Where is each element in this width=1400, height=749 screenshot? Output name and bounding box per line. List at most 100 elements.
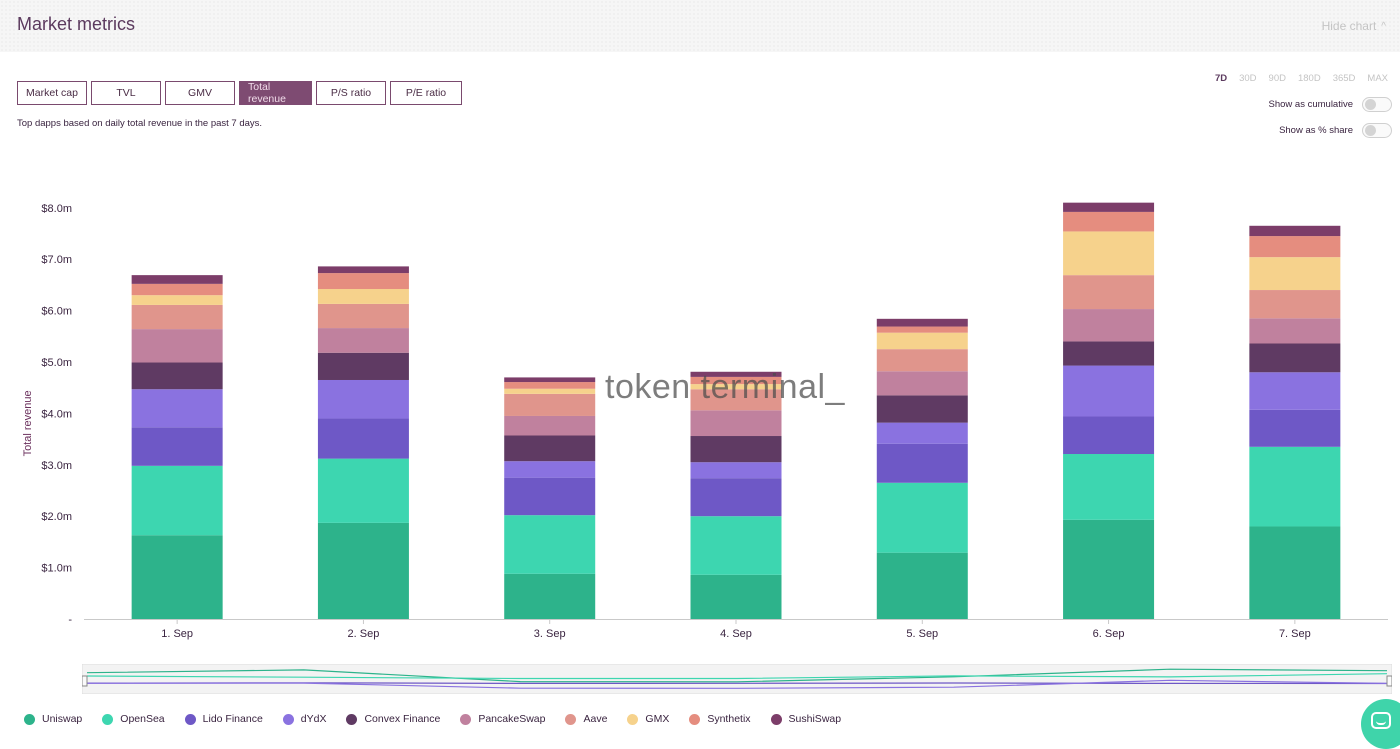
bar-segment[interactable] [876, 318, 968, 327]
bar-segment[interactable] [504, 382, 596, 389]
tab-pe-ratio[interactable]: P/E ratio [390, 81, 462, 105]
bar-segment[interactable] [504, 573, 596, 619]
bar-segment[interactable] [504, 388, 596, 394]
bar-segment[interactable] [131, 275, 223, 284]
navigator-left-handle[interactable] [82, 675, 88, 687]
bar-segment[interactable] [131, 535, 223, 619]
legend-item[interactable]: SushiSwap [770, 713, 841, 725]
bar-segment[interactable] [131, 329, 223, 363]
bar-segment[interactable] [876, 552, 968, 619]
range-7d[interactable]: 7D [1214, 73, 1228, 84]
bar-segment[interactable] [876, 326, 968, 333]
bar-segment[interactable] [1249, 409, 1341, 447]
bar-segment[interactable] [131, 362, 223, 390]
bar-segment[interactable] [317, 418, 409, 459]
legend-item[interactable]: Uniswap [24, 713, 82, 725]
bar-segment[interactable] [131, 389, 223, 428]
bar-stack[interactable] [876, 318, 968, 619]
bar-segment[interactable] [1063, 231, 1155, 276]
bar-segment[interactable] [690, 436, 782, 463]
bar-segment[interactable] [504, 477, 596, 516]
bar-segment[interactable] [690, 376, 782, 385]
bar-segment[interactable] [690, 410, 782, 437]
bar-segment[interactable] [504, 377, 596, 383]
bar-stack[interactable] [690, 371, 782, 619]
bar-segment[interactable] [317, 266, 409, 274]
bar-segment[interactable] [1249, 290, 1341, 319]
bar-segment[interactable] [876, 395, 968, 423]
bar-segment[interactable] [876, 422, 968, 444]
bar-segment[interactable] [131, 283, 223, 296]
bar-segment[interactable] [690, 462, 782, 479]
bar-segment[interactable] [317, 379, 409, 419]
tab-tvl[interactable]: TVL [91, 81, 161, 105]
bar-segment[interactable] [131, 427, 223, 466]
bar-segment[interactable] [1249, 225, 1341, 237]
navigator-right-handle[interactable] [1386, 675, 1392, 687]
tab-total-revenue[interactable]: Total revenue [239, 81, 312, 105]
bar-segment[interactable] [1063, 416, 1155, 455]
bar-segment[interactable] [1249, 526, 1341, 619]
hide-chart-button[interactable]: Hide chart ^ [1322, 19, 1386, 33]
bar-segment[interactable] [504, 415, 596, 436]
chat-button[interactable] [1361, 699, 1400, 749]
range-90d[interactable]: 90D [1268, 73, 1286, 84]
bar-segment[interactable] [876, 371, 968, 396]
bar-segment[interactable] [504, 393, 596, 416]
bar-segment[interactable] [504, 515, 596, 574]
bar-segment[interactable] [876, 443, 968, 483]
bar-segment[interactable] [1249, 343, 1341, 373]
legend-item[interactable]: Convex Finance [346, 713, 440, 725]
legend-item[interactable]: PancakeSwap [460, 713, 545, 725]
bar-segment[interactable] [1063, 341, 1155, 366]
bar-segment[interactable] [1249, 257, 1341, 291]
cumulative-toggle[interactable] [1362, 97, 1392, 112]
bar-segment[interactable] [690, 516, 782, 575]
range-30d[interactable]: 30D [1239, 73, 1257, 84]
bar-segment[interactable] [1063, 454, 1155, 520]
legend-item[interactable]: Synthetix [689, 713, 751, 725]
range-365d[interactable]: 365D [1332, 73, 1356, 84]
bar-segment[interactable] [1063, 365, 1155, 417]
bar-segment[interactable] [1249, 446, 1341, 527]
bar-segment[interactable] [131, 465, 223, 536]
bar-segment[interactable] [690, 478, 782, 517]
legend-item[interactable]: GMX [627, 713, 669, 725]
range-max[interactable]: MAX [1367, 73, 1388, 84]
bar-segment[interactable] [317, 328, 409, 353]
bar-segment[interactable] [690, 371, 782, 377]
chart-navigator[interactable] [82, 664, 1392, 694]
bar-stack[interactable] [504, 377, 596, 619]
bar-segment[interactable] [876, 332, 968, 350]
bar-stack[interactable] [131, 275, 223, 619]
tab-ps-ratio[interactable]: P/S ratio [316, 81, 386, 105]
share-toggle[interactable] [1362, 123, 1392, 138]
range-180d[interactable]: 180D [1297, 73, 1321, 84]
bar-segment[interactable] [1249, 372, 1341, 410]
bar-segment[interactable] [1063, 275, 1155, 310]
bar-segment[interactable] [690, 389, 782, 411]
bar-segment[interactable] [876, 482, 968, 553]
legend-item[interactable]: Lido Finance [184, 713, 263, 725]
tab-market-cap[interactable]: Market cap [17, 81, 87, 105]
bar-segment[interactable] [317, 352, 409, 380]
bar-segment[interactable] [1063, 309, 1155, 342]
bar-stack[interactable] [317, 266, 409, 619]
legend-item[interactable]: OpenSea [102, 713, 165, 725]
bar-stack[interactable] [1063, 202, 1155, 619]
bar-segment[interactable] [1063, 211, 1155, 232]
bar-segment[interactable] [1249, 318, 1341, 344]
tab-gmv[interactable]: GMV [165, 81, 235, 105]
bar-segment[interactable] [131, 295, 223, 305]
bar-segment[interactable] [690, 384, 782, 390]
bar-segment[interactable] [504, 435, 596, 462]
bar-segment[interactable] [690, 574, 782, 619]
bar-segment[interactable] [1063, 202, 1155, 212]
bar-segment[interactable] [317, 303, 409, 329]
legend-item[interactable]: dYdX [282, 713, 326, 725]
bar-segment[interactable] [504, 461, 596, 478]
bar-segment[interactable] [1063, 519, 1155, 619]
bar-segment[interactable] [317, 289, 409, 304]
legend-item[interactable]: Aave [565, 713, 607, 725]
bar-segment[interactable] [876, 349, 968, 372]
